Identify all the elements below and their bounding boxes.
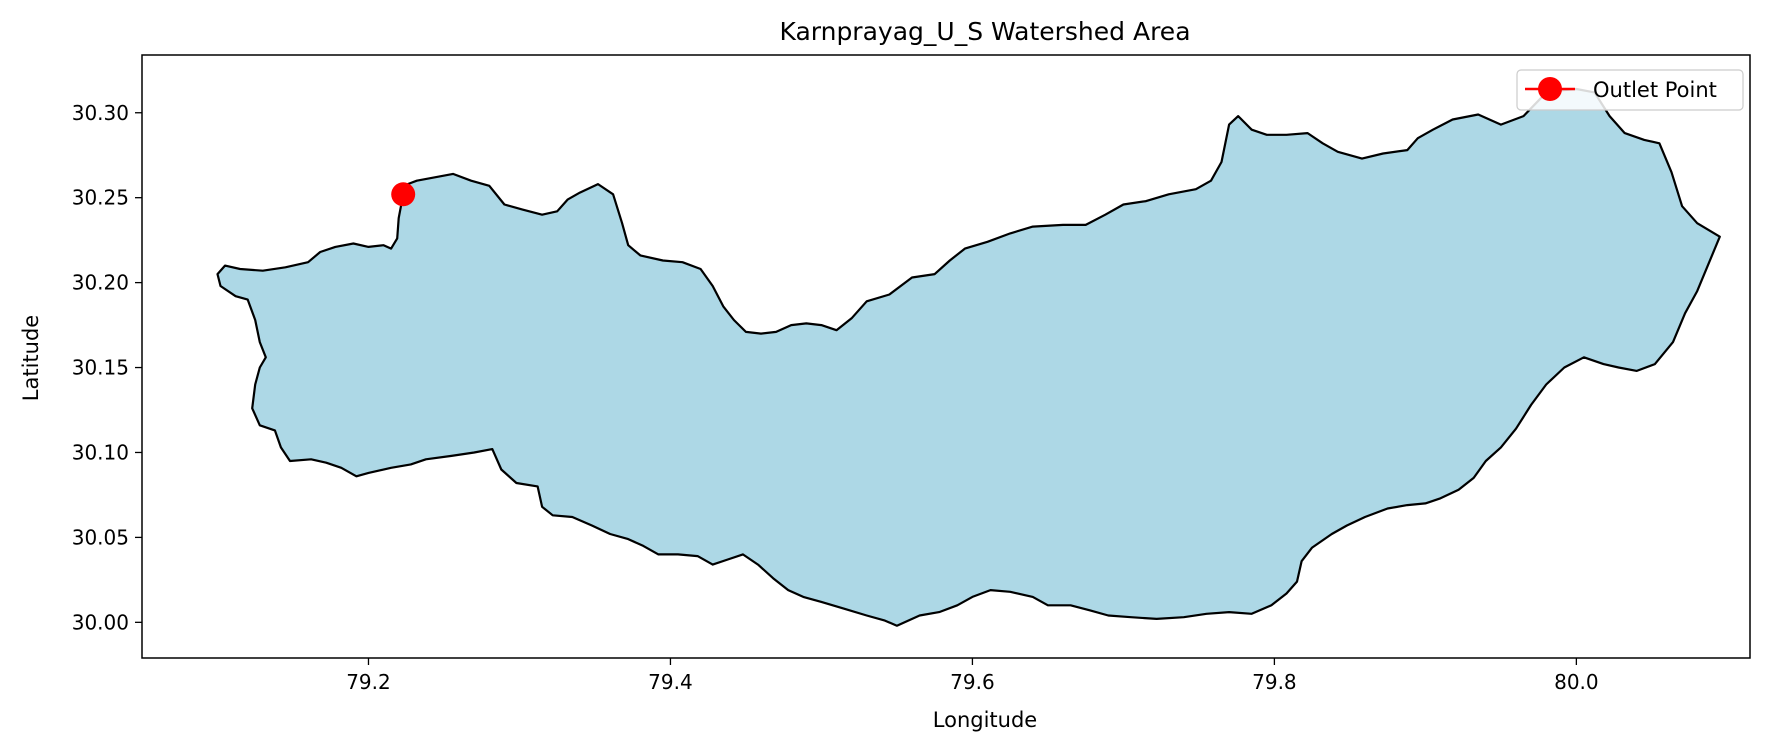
y-tick-label: 30.00 — [72, 610, 129, 634]
outlet-point-marker — [391, 182, 416, 207]
watershed-polygon — [216, 87, 1721, 627]
axes-frame — [141, 54, 1751, 659]
legend-marker-swatch — [1538, 77, 1562, 101]
plot-area — [216, 87, 1721, 627]
y-axis-label: Latitude — [19, 315, 43, 401]
x-axis-label: Longitude — [933, 708, 1037, 732]
legend-box — [1516, 69, 1744, 111]
y-tick-label: 30.05 — [72, 525, 129, 549]
y-tick-label: 30.25 — [72, 186, 129, 210]
legend-label-outlet-point: Outlet Point — [1593, 78, 1717, 102]
y-tick-label: 30.15 — [72, 356, 129, 380]
x-tick-label: 79.8 — [1252, 670, 1297, 694]
y-tick-label: 30.10 — [72, 440, 129, 464]
x-tick-label: 79.2 — [346, 670, 391, 694]
x-tick-label: 79.6 — [950, 670, 995, 694]
x-tick-label: 79.4 — [648, 670, 693, 694]
chart-title: Karnprayag_U_S Watershed Area — [779, 17, 1190, 46]
legend: Outlet Point — [1516, 69, 1744, 111]
x-axis-ticks: 79.2 79.4 79.6 79.8 80.0 — [346, 658, 1599, 694]
y-axis-ticks: 30.00 30.05 30.10 30.15 30.20 30.25 30.30 — [72, 101, 142, 634]
y-tick-label: 30.20 — [72, 271, 129, 295]
x-tick-label: 80.0 — [1554, 670, 1599, 694]
y-tick-label: 30.30 — [72, 101, 129, 125]
